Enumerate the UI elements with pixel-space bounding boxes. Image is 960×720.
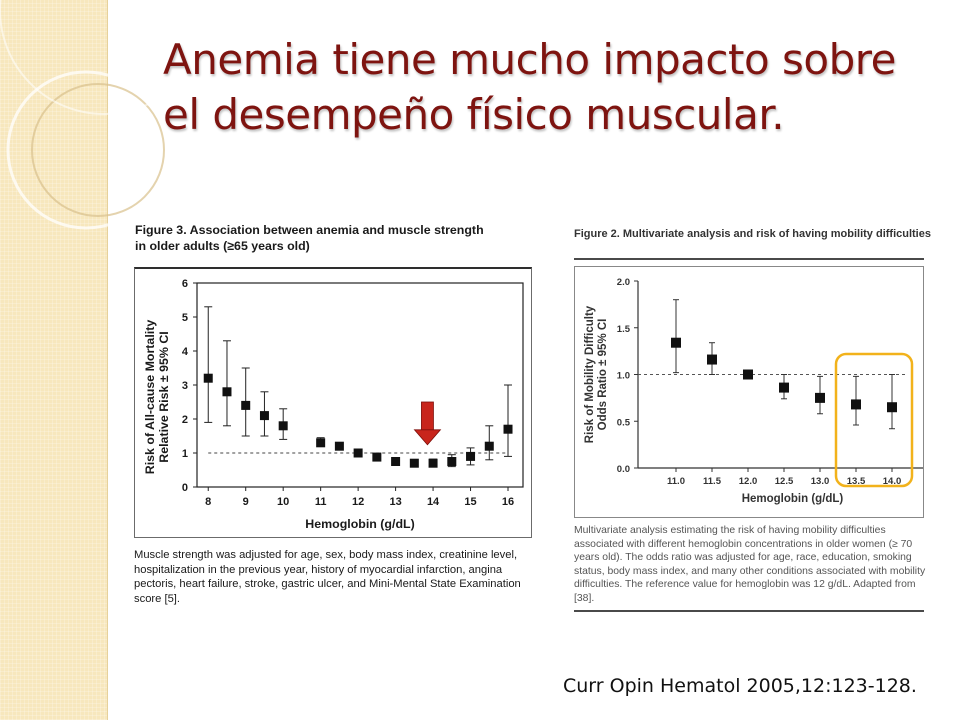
y-axis-label-secondary: Relative Risk ± 95% CI [157, 331, 171, 462]
data-point [409, 458, 419, 468]
x-tick-label: 13.5 [847, 476, 866, 487]
data-point [851, 399, 861, 410]
x-tick-label: 11.5 [703, 476, 722, 487]
y-tick-label: 0.5 [617, 417, 631, 428]
y-tick-label: 3 [182, 380, 188, 392]
data-point [815, 392, 825, 403]
data-point [241, 400, 251, 410]
highlight-box [834, 352, 914, 488]
figure3-caption: Muscle strength was adjusted for age, se… [134, 549, 521, 605]
figure2-caption: Multivariate analysis estimating the ris… [574, 525, 926, 604]
data-point [372, 452, 382, 462]
y-tick-label: 6 [182, 278, 188, 290]
x-tick-label: 12.0 [739, 476, 758, 487]
data-point [887, 402, 897, 413]
data-point [707, 354, 717, 365]
x-axis-label: Hemoglobin (g/dL) [305, 517, 414, 531]
data-point [484, 441, 494, 451]
data-point [671, 337, 681, 348]
y-axis-label: Risk of All-cause Mortality [143, 320, 157, 475]
x-tick-label: 12 [352, 496, 364, 508]
decorative-rings [0, 0, 209, 230]
x-tick-label: 8 [205, 496, 211, 508]
x-tick-label: 11.0 [667, 476, 685, 487]
data-point [466, 451, 476, 461]
data-point [503, 424, 513, 434]
y-tick-label: 2 [182, 414, 188, 426]
x-tick-label: 13 [389, 496, 401, 508]
data-point [447, 457, 457, 466]
y-tick-label: 1 [182, 448, 188, 460]
x-tick-label: 13.0 [811, 476, 830, 487]
data-point [428, 458, 438, 468]
y-axis-label-secondary: Odds Ratio ± 95% CI [597, 319, 609, 431]
x-tick-label: 16 [502, 496, 514, 508]
citation: Curr Opin Hematol 2005,12:123-128. [563, 675, 917, 697]
data-point [743, 369, 753, 380]
x-tick-label: 14 [427, 496, 440, 508]
figure3-heading-line1: Figure 3. Association between anemia and… [135, 223, 484, 237]
figure2-heading: Figure 2. Multivariate analysis and risk… [574, 228, 931, 240]
figure2-top-rule [574, 258, 924, 260]
figure2-bottom-rule [574, 610, 924, 612]
data-point [334, 441, 344, 451]
slide-title: Anemia tiene mucho impacto sobre el dese… [163, 35, 896, 139]
x-tick-label: 9 [243, 496, 249, 508]
mobility-chart: 0.0 0.5 1.0 1.5 2.0 11.0 11.5 12.0 12.5 13.0 13.5 1… [584, 277, 923, 505]
x-tick-label: 12.5 [775, 476, 794, 487]
data-point [278, 421, 288, 431]
data-point [391, 457, 401, 466]
figure3-heading-line2: in older adults (≥65 years old) [135, 239, 310, 253]
figure3-frame: 0 1 2 3 4 5 6 8 9 10 11 12 13 14 15 16 Hemoglobin (g/dL)… [134, 267, 532, 538]
data-point [203, 373, 213, 383]
data-point [222, 387, 232, 397]
figure3-heading: Figure 3. Association between anemia and… [135, 222, 530, 254]
y-tick-label: 1.5 [617, 324, 631, 335]
data-point [779, 382, 789, 393]
figure2-frame: 0.0 0.5 1.0 1.5 2.0 11.0 11.5 12.0 12.5 13.0 13.5 1… [574, 266, 924, 518]
y-tick-label: 4 [182, 346, 189, 358]
x-tick-label: 14.0 [883, 476, 902, 487]
x-axis-label: Hemoglobin (g/dL) [742, 493, 844, 505]
data-point [316, 438, 326, 448]
y-axis-label: Risk of Mobility Difficulty [584, 305, 596, 443]
y-tick-label: 0 [182, 482, 188, 494]
data-point [353, 448, 363, 458]
x-tick-label: 10 [277, 496, 289, 508]
x-tick-label: 15 [464, 496, 476, 508]
y-tick-label: 1.0 [617, 371, 630, 382]
decorative-band [0, 0, 108, 720]
y-tick-label: 2.0 [617, 277, 630, 288]
x-tick-label: 11 [315, 496, 327, 508]
data-point [259, 411, 269, 421]
y-tick-label: 5 [182, 312, 188, 324]
y-tick-label: 0.0 [617, 464, 630, 475]
red-arrow-icon [413, 401, 442, 446]
